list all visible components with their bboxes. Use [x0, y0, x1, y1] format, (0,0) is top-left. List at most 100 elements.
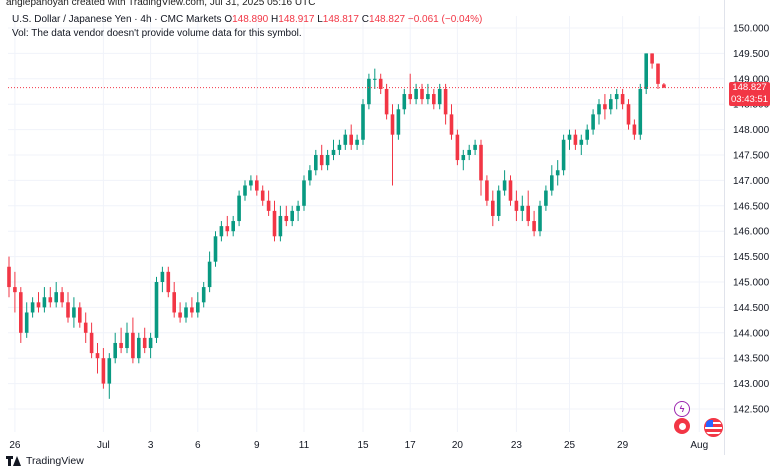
- candle: [142, 327, 147, 354]
- candle-body: [538, 205, 542, 232]
- y-tick-label: 145.000: [733, 278, 770, 289]
- candle: [579, 134, 584, 155]
- candle: [184, 302, 188, 323]
- ohlc-close-label: C: [361, 14, 369, 25]
- candle: [201, 282, 206, 308]
- candle-body: [420, 88, 424, 100]
- candle: [638, 83, 643, 140]
- candle: [650, 53, 654, 69]
- candle-body: [95, 353, 100, 359]
- candle-body: [514, 200, 519, 211]
- x-tick-label: 25: [564, 440, 576, 451]
- candle: [603, 94, 607, 120]
- candle-body: [166, 271, 171, 293]
- candle: [154, 276, 159, 343]
- candle: [337, 139, 342, 155]
- candle-body: [325, 155, 330, 166]
- candle-body: [432, 94, 436, 105]
- candle: [508, 175, 513, 206]
- tradingview-mark-icon: [6, 456, 22, 466]
- candle: [656, 63, 660, 89]
- candle-body: [414, 88, 418, 100]
- candle-body: [662, 84, 666, 88]
- candle: [614, 88, 619, 110]
- candle-body: [373, 78, 377, 80]
- x-tick-label: 6: [195, 440, 201, 451]
- candle-body: [390, 114, 395, 135]
- tradingview-logo[interactable]: TradingView: [6, 455, 84, 467]
- lightning-icon[interactable]: ϟ: [674, 401, 690, 417]
- candle-body: [225, 226, 230, 232]
- candle: [78, 302, 82, 328]
- candle: [231, 215, 235, 237]
- candle-body: [78, 307, 82, 323]
- candle: [620, 88, 625, 110]
- symbol-legend: U.S. Dollar / Japanese Yen · 4h · CMC Ma…: [12, 14, 482, 25]
- x-axis: 26 Jul 3 6 9 11 15 17 20 23 25 29 Aug: [9, 440, 708, 451]
- candle-body: [101, 358, 106, 384]
- us-flag-icon[interactable]: [704, 418, 723, 437]
- candle-body: [66, 302, 70, 318]
- candle: [550, 165, 554, 196]
- x-tick-label: 9: [254, 440, 260, 451]
- candle-body: [107, 358, 112, 384]
- candle-body: [656, 63, 660, 84]
- bar-countdown: 03:43:51: [731, 94, 768, 105]
- candle: [237, 190, 241, 227]
- y-tick-label: 144.000: [733, 328, 770, 339]
- candle-body: [308, 170, 312, 181]
- candle-body: [443, 88, 448, 115]
- candle-body: [650, 53, 654, 64]
- candle: [414, 83, 418, 105]
- candle-body: [13, 287, 17, 293]
- candle: [443, 83, 448, 125]
- candle-body: [184, 307, 188, 318]
- candle: [396, 104, 401, 140]
- candle-body: [555, 170, 560, 176]
- candle: [514, 190, 519, 222]
- y-tick-label: 145.500: [733, 252, 770, 263]
- candle: [343, 129, 348, 150]
- candle: [349, 124, 353, 150]
- candle: [60, 287, 64, 308]
- candle: [178, 302, 182, 323]
- candle: [125, 322, 129, 354]
- candle: [491, 190, 495, 227]
- x-tick-label: 26: [9, 440, 21, 451]
- candle-body: [296, 205, 300, 211]
- candle-body: [196, 302, 200, 313]
- candle-body: [408, 94, 412, 100]
- candle-body: [231, 221, 235, 232]
- candle: [89, 322, 94, 359]
- candle-body: [237, 195, 241, 222]
- japan-flag-icon[interactable]: [674, 418, 690, 434]
- candle: [319, 144, 324, 171]
- x-tick-label: Aug: [690, 440, 708, 451]
- candle: [591, 109, 595, 135]
- x-tick-label: 29: [617, 440, 629, 451]
- candle-body: [83, 322, 88, 333]
- candle-body: [54, 292, 58, 303]
- candle: [561, 134, 566, 176]
- candle-body: [48, 297, 53, 303]
- candle: [432, 88, 436, 110]
- candle: [455, 129, 460, 166]
- candle: [272, 200, 277, 242]
- candle: [119, 327, 123, 354]
- candle-body: [201, 287, 206, 303]
- candle-body: [243, 185, 247, 196]
- y-tick-label: 146.500: [733, 201, 770, 212]
- candle: [402, 88, 407, 115]
- brand-name: TradingView: [26, 455, 84, 467]
- candle-body: [644, 53, 648, 89]
- candle-body: [137, 337, 141, 359]
- candle-body: [361, 104, 365, 140]
- candle-body: [496, 190, 501, 216]
- candle-body: [19, 292, 23, 333]
- candle-body: [502, 180, 507, 191]
- candle: [30, 297, 35, 318]
- candle: [520, 195, 525, 222]
- candle-body: [437, 88, 442, 105]
- candle-body: [207, 261, 212, 288]
